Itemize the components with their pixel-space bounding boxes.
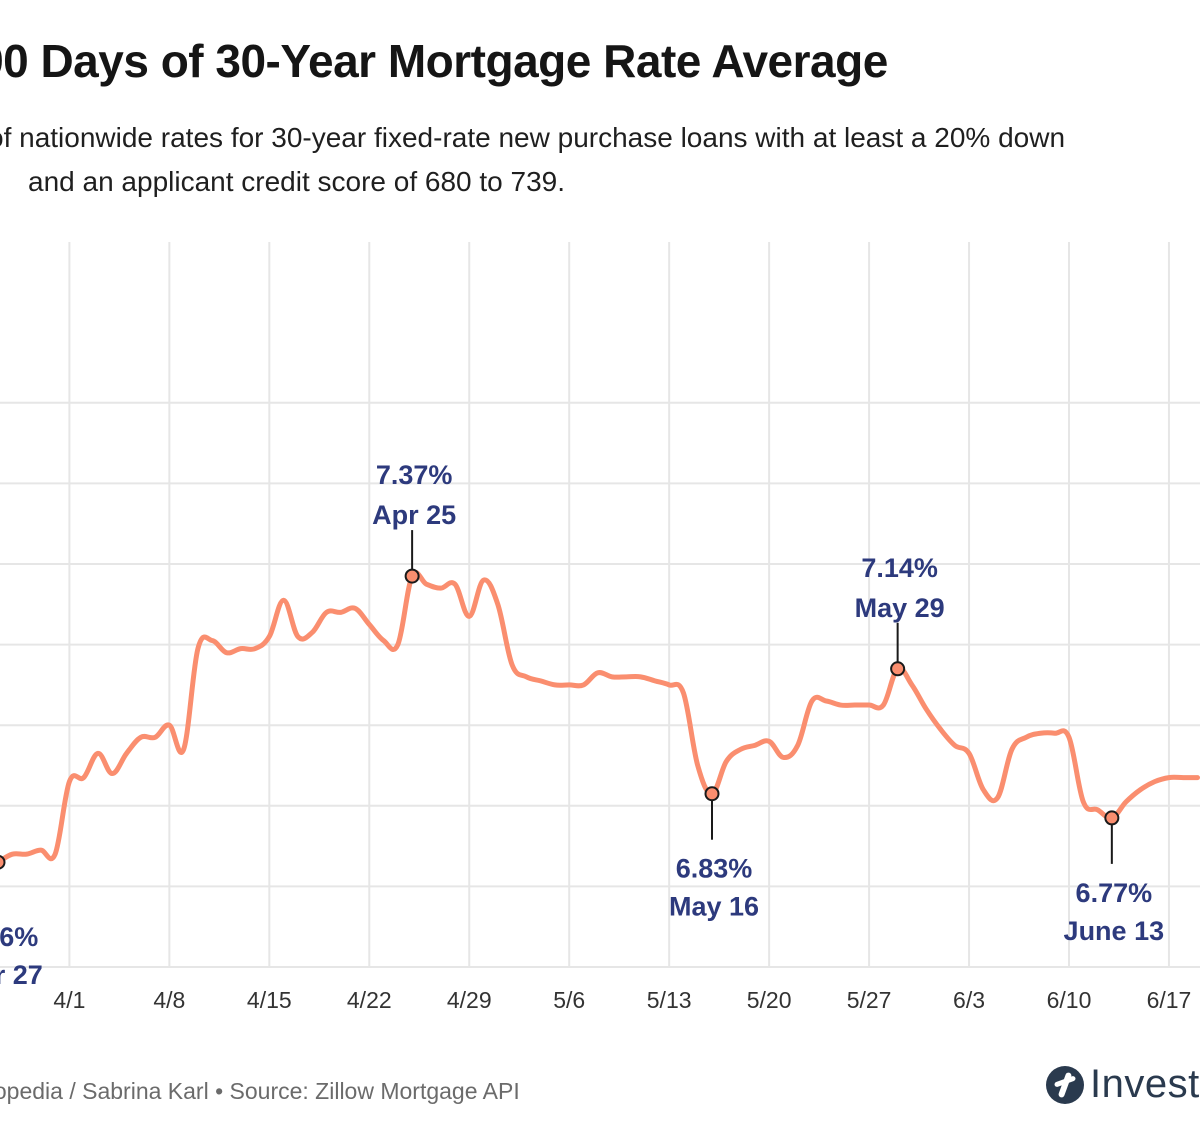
x-tick-label: 5/20 [747,987,792,1013]
x-tick-label: 4/22 [347,987,392,1013]
x-tick-label: 5/6 [553,987,585,1013]
annotation-point [890,661,906,677]
annotation-value-label: 7.14% [861,553,938,583]
grid [0,242,1200,968]
annotation-point [404,568,420,584]
annotation-date-label: Apr 25 [372,500,456,530]
subtitle-line-1: of nationwide rates for 30-year fixed-ra… [0,122,1066,153]
x-axis: 4/1 4/8 4/15 4/22 4/29 5/6 5/13 5/20 5/27 6/3 6/10… [53,987,1191,1013]
logo-text: Investo [1090,1062,1200,1106]
annotation-point [0,854,6,870]
annotation-value-label: 6.83% [676,854,753,884]
annotation-value-label: 6.77% [1076,878,1153,908]
annotations: 6.66% Mar 27 7.37% Apr 25 6.83% May 16 7.14% Ma… [0,460,1164,990]
annotation-date-label: May 16 [669,892,759,922]
annotation-point [704,786,720,802]
chart-subtitle: of nationwide rates for 30-year fixed-ra… [0,116,1065,204]
investopedia-logo[interactable]: Investo [1046,1062,1200,1107]
x-tick-label: 5/27 [847,987,892,1013]
x-tick-label: 6/10 [1047,987,1092,1013]
annotation-value-label: 6.66% [0,922,38,952]
annotation-date-label: Mar 27 [0,960,43,990]
x-tick-label: 5/13 [647,987,692,1013]
x-tick-label: 4/15 [247,987,292,1013]
x-tick-label: 4/29 [447,987,492,1013]
chart-title: 90 Days of 30-Year Mortgage Rate Average [0,35,888,87]
x-tick-label: 4/8 [153,987,185,1013]
annotation-date-label: May 29 [855,593,945,623]
series-line [0,569,1200,864]
annotation-point [1104,810,1120,826]
annotation-value-label: 7.37% [376,460,453,490]
source-credit: stopedia / Sabrina Karl • Source: Zillow… [0,1078,520,1104]
subtitle-line-2: and an applicant credit score of 680 to … [28,166,566,197]
x-tick-label: 6/17 [1147,987,1192,1013]
logo-icon [1046,1065,1084,1104]
series-layer [0,569,1200,864]
annotation-date-label: June 13 [1064,916,1165,946]
x-tick-label: 4/1 [53,987,85,1013]
x-tick-label: 6/3 [953,987,985,1013]
